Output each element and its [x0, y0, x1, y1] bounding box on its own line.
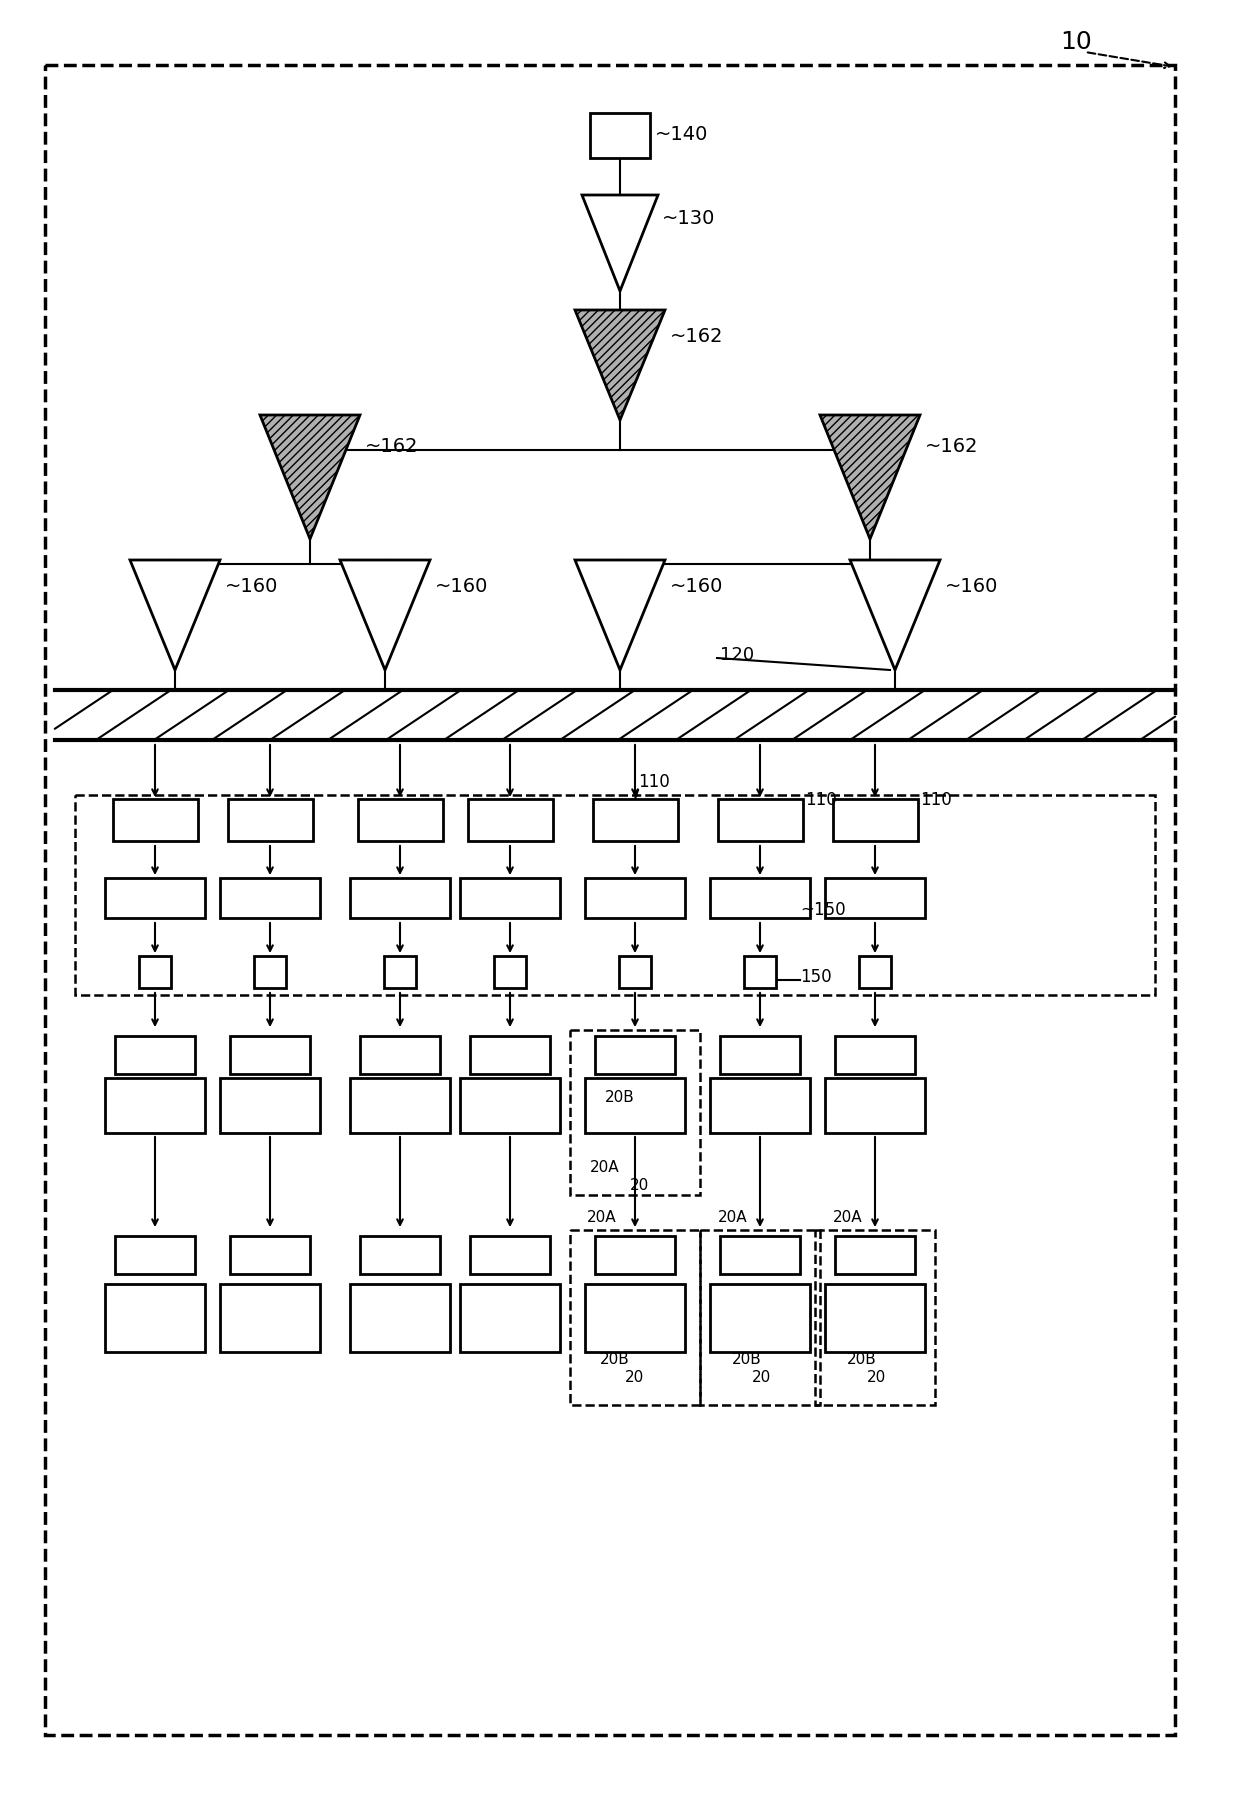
- Text: ~160: ~160: [224, 578, 278, 596]
- Text: 20A: 20A: [587, 1210, 616, 1224]
- Bar: [835, 1237, 915, 1274]
- Bar: [227, 799, 312, 842]
- Bar: [113, 799, 197, 842]
- Text: 20B: 20B: [600, 1352, 630, 1368]
- Bar: [832, 799, 918, 842]
- Bar: [595, 1237, 675, 1274]
- Bar: [139, 957, 171, 987]
- Text: 20A: 20A: [833, 1210, 863, 1224]
- Bar: [350, 1283, 450, 1352]
- Text: 110: 110: [920, 792, 952, 810]
- Bar: [460, 1283, 560, 1352]
- Text: 120: 120: [720, 646, 754, 664]
- Bar: [384, 957, 415, 987]
- Polygon shape: [130, 560, 219, 670]
- Text: ~162: ~162: [670, 327, 723, 346]
- Bar: [585, 1283, 684, 1352]
- Bar: [219, 878, 320, 917]
- Bar: [105, 1077, 205, 1133]
- Text: ~150: ~150: [800, 901, 846, 919]
- Bar: [105, 878, 205, 917]
- Polygon shape: [260, 415, 360, 538]
- Bar: [115, 1036, 195, 1073]
- Bar: [590, 113, 650, 158]
- Bar: [825, 1077, 925, 1133]
- Bar: [360, 1036, 440, 1073]
- Bar: [357, 799, 443, 842]
- Bar: [115, 1237, 195, 1274]
- Bar: [835, 1036, 915, 1073]
- Text: ~162: ~162: [925, 436, 978, 456]
- Bar: [585, 1077, 684, 1133]
- Text: 20A: 20A: [590, 1161, 620, 1176]
- Polygon shape: [582, 196, 658, 291]
- Text: ~162: ~162: [365, 436, 419, 456]
- Bar: [105, 1283, 205, 1352]
- Polygon shape: [849, 560, 940, 670]
- Bar: [711, 1283, 810, 1352]
- Bar: [350, 1077, 450, 1133]
- Text: ~160: ~160: [435, 578, 489, 596]
- Bar: [494, 957, 526, 987]
- Text: 20: 20: [751, 1370, 771, 1384]
- Bar: [711, 1077, 810, 1133]
- Text: 20: 20: [867, 1370, 887, 1384]
- Text: 20B: 20B: [847, 1352, 877, 1368]
- Bar: [229, 1237, 310, 1274]
- Text: 20A: 20A: [718, 1210, 748, 1224]
- Polygon shape: [340, 560, 430, 670]
- Text: 110: 110: [805, 792, 837, 810]
- Bar: [585, 878, 684, 917]
- Text: ~140: ~140: [655, 126, 708, 145]
- Bar: [744, 957, 776, 987]
- Bar: [460, 1077, 560, 1133]
- Text: 20: 20: [630, 1178, 650, 1192]
- Bar: [619, 957, 651, 987]
- Text: 150: 150: [800, 968, 832, 985]
- Bar: [825, 1283, 925, 1352]
- Bar: [593, 799, 677, 842]
- Text: 110: 110: [639, 774, 670, 792]
- Text: 20B: 20B: [605, 1091, 635, 1106]
- Bar: [229, 1036, 310, 1073]
- Bar: [815, 1230, 935, 1405]
- Bar: [570, 1230, 701, 1405]
- Polygon shape: [575, 560, 665, 670]
- Polygon shape: [820, 415, 920, 538]
- Bar: [859, 957, 892, 987]
- Text: 20B: 20B: [732, 1352, 761, 1368]
- Text: ~130: ~130: [662, 210, 715, 228]
- Bar: [718, 799, 802, 842]
- Text: ~160: ~160: [670, 578, 723, 596]
- Bar: [711, 878, 810, 917]
- Bar: [720, 1237, 800, 1274]
- Polygon shape: [575, 311, 665, 420]
- Bar: [595, 1036, 675, 1073]
- Bar: [350, 878, 450, 917]
- Bar: [701, 1230, 820, 1405]
- Text: 20: 20: [625, 1370, 645, 1384]
- Bar: [570, 1030, 701, 1195]
- Text: 10: 10: [1060, 31, 1091, 54]
- Bar: [467, 799, 553, 842]
- Bar: [360, 1237, 440, 1274]
- Bar: [470, 1036, 551, 1073]
- Bar: [825, 878, 925, 917]
- Bar: [470, 1237, 551, 1274]
- Text: ~160: ~160: [945, 578, 998, 596]
- Bar: [219, 1077, 320, 1133]
- Bar: [720, 1036, 800, 1073]
- Bar: [254, 957, 286, 987]
- Bar: [74, 795, 1154, 994]
- Bar: [460, 878, 560, 917]
- Bar: [219, 1283, 320, 1352]
